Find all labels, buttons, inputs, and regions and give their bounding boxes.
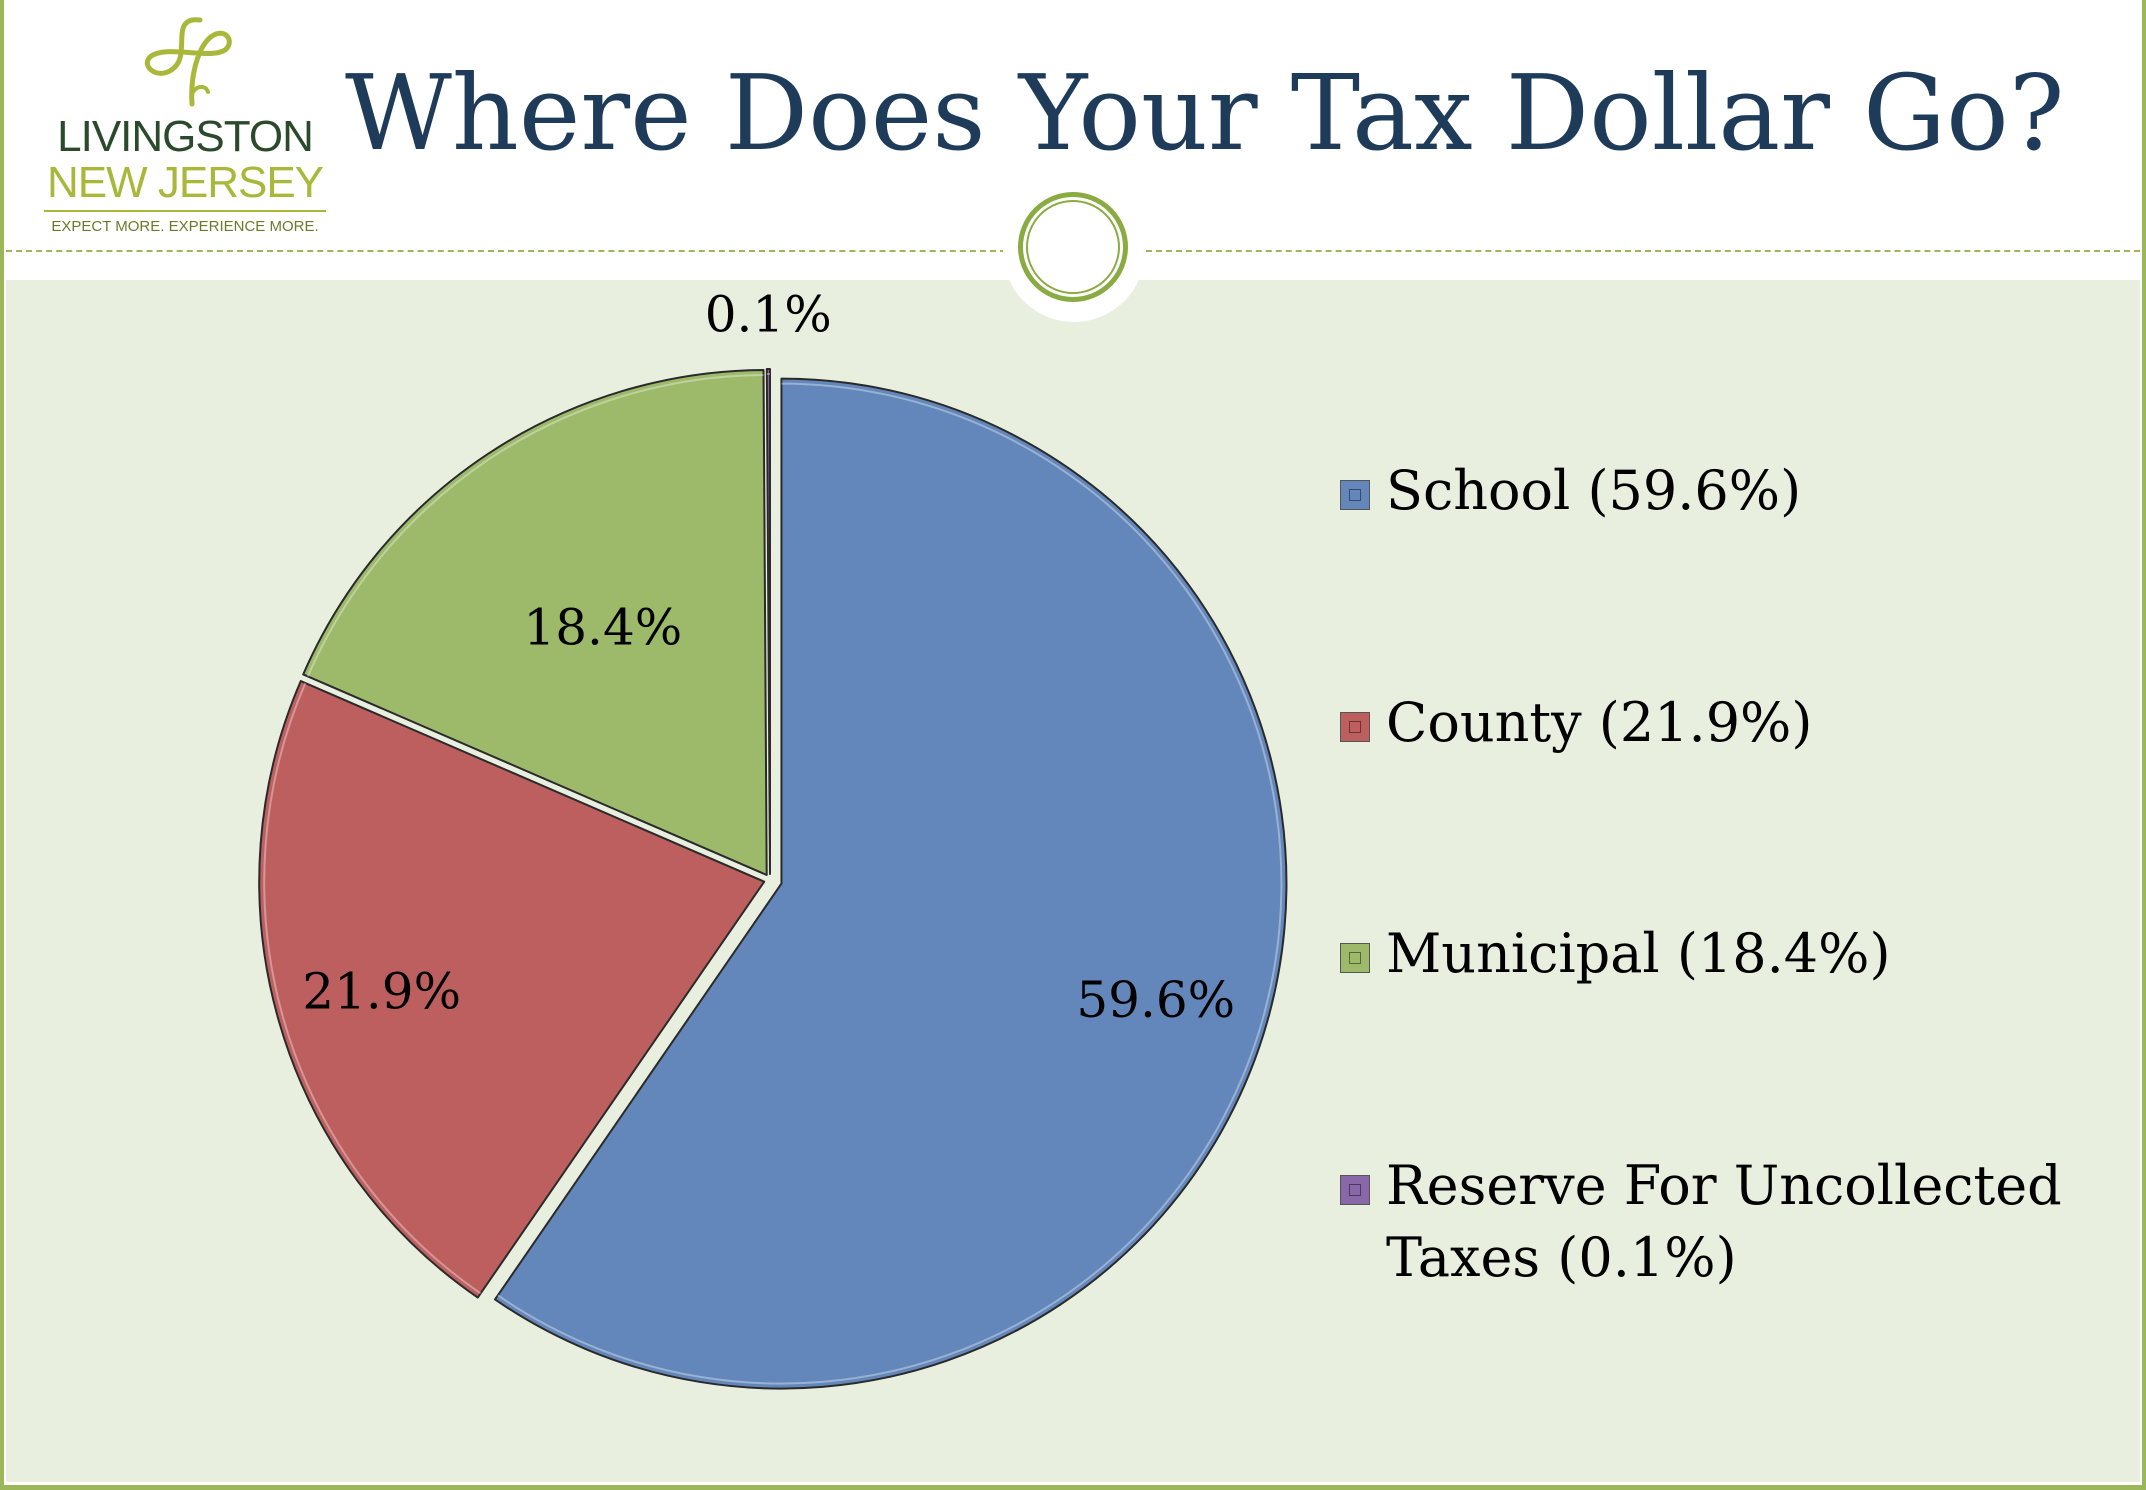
pie-slice-edge-county: [263, 682, 482, 1295]
pie-label-municipal: 18.4%: [523, 598, 682, 656]
frame-left-border: [0, 0, 4, 1490]
pie-slice-municipal: [302, 369, 768, 876]
pie-label-school: 59.6%: [1076, 971, 1235, 1029]
legend-label-county: County (21.9%): [1386, 691, 1813, 754]
pie-slice-school: [493, 377, 1288, 1390]
frame-bottom-border: [0, 1485, 2146, 1490]
pie-slice-edge-municipal: [306, 374, 764, 677]
pie-slice-county: [258, 680, 766, 1299]
header-divider-left: [6, 250, 1006, 252]
legend-label-reserve: Reserve For Uncollected Taxes (0.1%): [1386, 1154, 2062, 1289]
legend-swatch-school: [1340, 480, 1370, 510]
divider-circle-inner-ring: [1026, 200, 1120, 294]
livingston-logo: LIVINGSTON NEW JERSEY EXPECT MORE. EXPER…: [40, 12, 330, 242]
legend-swatch-county: [1340, 712, 1370, 742]
legend-swatch-municipal: [1340, 943, 1370, 973]
logo-text-new-jersey: NEW JERSEY: [46, 158, 324, 207]
legend-label-school: School (59.6%): [1386, 459, 1802, 522]
page-title: Where Does Your Tax Dollar Go?: [345, 52, 2065, 174]
header-divider-right: [1146, 250, 2140, 252]
logo-divider: [44, 210, 326, 212]
pie-label-county: 21.9%: [302, 962, 461, 1020]
ribbon-logo-icon: [145, 17, 232, 107]
frame-right-border: [2142, 0, 2146, 1490]
logo-text-livingston: LIVINGSTON: [57, 112, 314, 161]
pie-slice-edge-school: [497, 382, 1283, 1385]
logo-tagline: EXPECT MORE. EXPERIENCE MORE.: [51, 218, 319, 235]
legend-swatch-reserve: [1340, 1175, 1370, 1205]
legend-label-municipal: Municipal (18.4%): [1386, 922, 1891, 985]
pie-slice-reserve: [765, 368, 771, 875]
pie-label-reserve: 0.1%: [705, 285, 832, 343]
